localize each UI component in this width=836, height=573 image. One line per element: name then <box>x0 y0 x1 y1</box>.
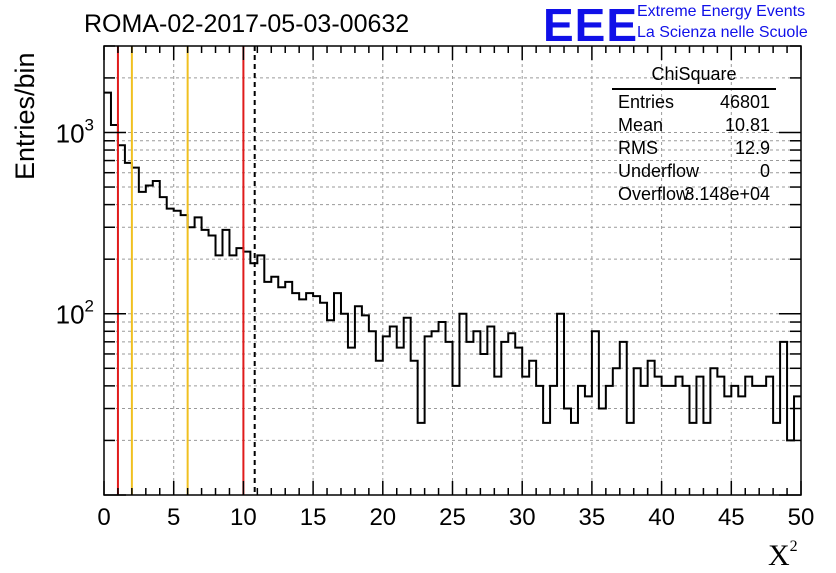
stats-key: Overflow <box>618 184 689 205</box>
stats-key: Mean <box>618 115 663 136</box>
chart-title: ROMA-02-2017-05-03-00632 <box>84 10 409 39</box>
y-axis-label: Entries/bin <box>10 52 41 180</box>
x-axis-label-base: X <box>768 539 790 572</box>
stats-key: RMS <box>618 138 658 159</box>
stats-title: ChiSquare <box>612 64 776 90</box>
stats-row: Entries 46801 <box>612 92 776 115</box>
eee-logo-line2: La Scienza nelle Scuole <box>637 24 808 42</box>
stats-row: Mean 10.81 <box>612 115 776 138</box>
stats-row: RMS 12.9 <box>612 138 776 161</box>
x-tick-label: 25 <box>439 504 466 531</box>
eee-logo-line1: Extreme Energy Events <box>637 3 805 21</box>
stats-key: Underflow <box>618 161 699 182</box>
stats-key: Entries <box>618 92 674 113</box>
stats-value: 46801 <box>720 92 770 113</box>
x-tick-label: 30 <box>509 504 536 531</box>
eee-logo: EEE <box>543 0 638 52</box>
stats-value: 12.9 <box>735 138 770 159</box>
stats-value: 3.148e+04 <box>684 184 770 205</box>
x-axis-label-sup: 2 <box>790 538 798 555</box>
x-tick-label: 40 <box>648 504 675 531</box>
stats-row: Underflow 0 <box>612 161 776 184</box>
x-tick-label: 50 <box>788 504 815 531</box>
x-tick-label: 20 <box>369 504 396 531</box>
x-tick-label: 15 <box>300 504 327 531</box>
x-tick-label: 45 <box>718 504 745 531</box>
y-tick-label: 102 <box>56 297 94 330</box>
stats-value: 0 <box>760 161 770 182</box>
y-tick-label: 103 <box>56 115 94 148</box>
x-tick-label: 35 <box>579 504 606 531</box>
stats-box: ChiSquare Entries 46801 Mean 10.81 RMS 12.9… <box>612 64 776 207</box>
stats-value: 10.81 <box>725 115 770 136</box>
x-axis-label: X2 <box>768 538 798 573</box>
x-tick-label: 10 <box>230 504 257 531</box>
x-tick-label: 0 <box>97 504 110 531</box>
x-tick-label: 5 <box>167 504 180 531</box>
